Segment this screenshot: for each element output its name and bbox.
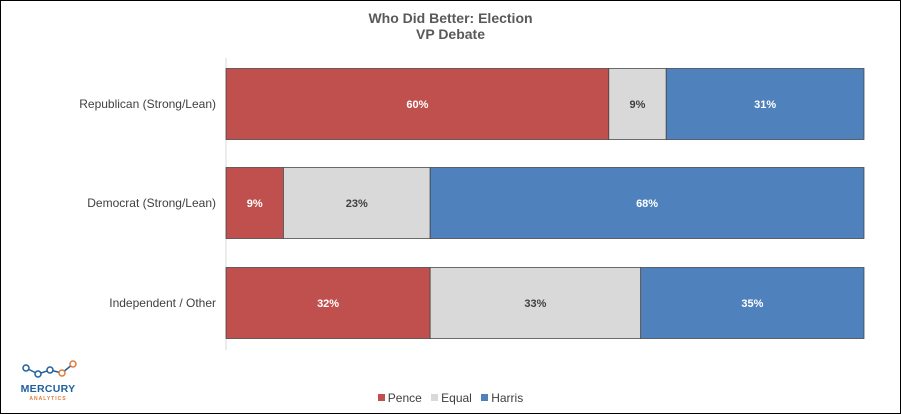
- category-label: Democrat (Strong/Lean): [87, 196, 216, 210]
- legend-item-equal: Equal: [431, 391, 472, 405]
- data-label-equal: 23%: [346, 198, 368, 210]
- legend-item-harris: Harris: [481, 391, 523, 405]
- bar-segment-equal: [429, 267, 642, 339]
- legend-label-equal: Equal: [441, 390, 472, 405]
- mercury-logo-icon: [22, 360, 77, 378]
- legend-swatch-equal: [431, 394, 439, 401]
- data-label-harris: 31%: [754, 99, 776, 111]
- data-label-equal: 33%: [524, 298, 546, 310]
- legend-label-harris: Harris: [491, 390, 524, 405]
- data-label-equal: 9%: [630, 99, 646, 111]
- legend-swatch-harris: [481, 394, 489, 401]
- legend-item-pence: Pence: [377, 390, 422, 405]
- chart-title: Who Did Better: Election VP Debate: [0, 10, 901, 42]
- data-label-harris: 68%: [636, 198, 658, 210]
- data-label-harris: 35%: [741, 298, 763, 310]
- legend: Pence Equal Harris: [0, 390, 901, 405]
- data-label-pence: 60%: [406, 99, 428, 111]
- bar-segment-pence: [225, 68, 610, 140]
- logo-subtitle: ANALYTICS: [29, 396, 67, 402]
- bar-segment-harris: [429, 167, 865, 239]
- data-label-pence: 32%: [317, 298, 339, 310]
- data-label-pence: 9%: [247, 198, 263, 210]
- bar-segment-equal: [608, 68, 667, 140]
- chart-title-line-2: VP Debate: [416, 26, 485, 42]
- legend-label-pence: Pence: [387, 390, 422, 405]
- bar-segment-harris: [665, 68, 865, 140]
- category-label: Republican (Strong/Lean): [79, 97, 216, 111]
- legend-swatch-pence: [377, 394, 385, 401]
- category-label: Independent / Other: [109, 296, 216, 310]
- bar-segment-harris: [640, 267, 865, 339]
- bar-segment-pence: [225, 167, 284, 239]
- chart-title-line-1: Who Did Better: Election: [368, 10, 533, 26]
- bar-segment-equal: [283, 167, 431, 239]
- logo-wordmark: MERCURY: [20, 383, 76, 395]
